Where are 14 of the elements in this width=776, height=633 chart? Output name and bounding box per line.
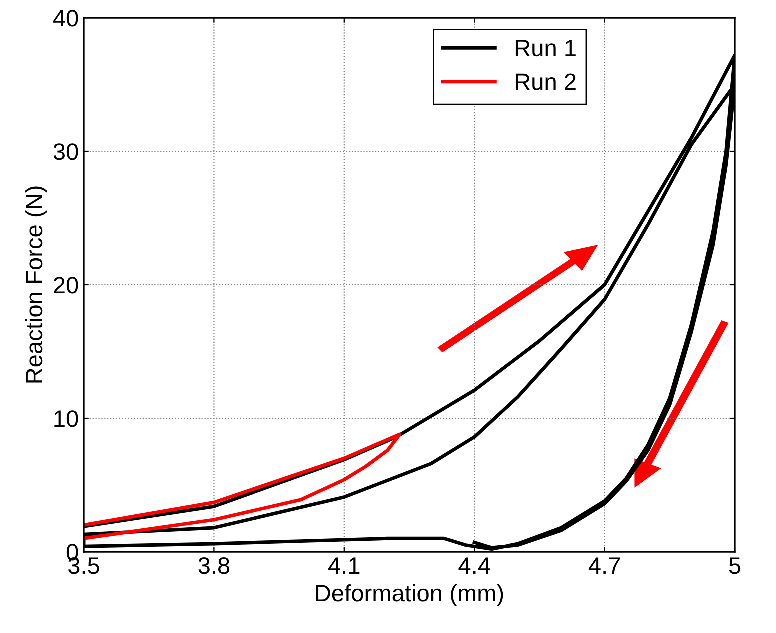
- x-tick-label: 4.4: [458, 558, 490, 574]
- y-tick-label: 40: [53, 10, 78, 27]
- y-tick-label: 20: [54, 277, 78, 294]
- line-series: [84, 432, 402, 540]
- x-tick-label: 3.8: [198, 557, 230, 574]
- x-tick-label: 5: [729, 558, 741, 574]
- y-axis-title: Reaction Force (N): [25, 186, 48, 383]
- legend-label: Run 2: [516, 74, 576, 90]
- y-tick-label: 30: [54, 144, 78, 160]
- x-tick-label: 4.1: [328, 558, 360, 574]
- x-tick-label: 4.7: [588, 558, 620, 574]
- y-tick-label: 10: [54, 410, 78, 428]
- x-axis-title: Deformation (mm): [316, 584, 504, 606]
- legend-label: Run 1: [516, 40, 576, 57]
